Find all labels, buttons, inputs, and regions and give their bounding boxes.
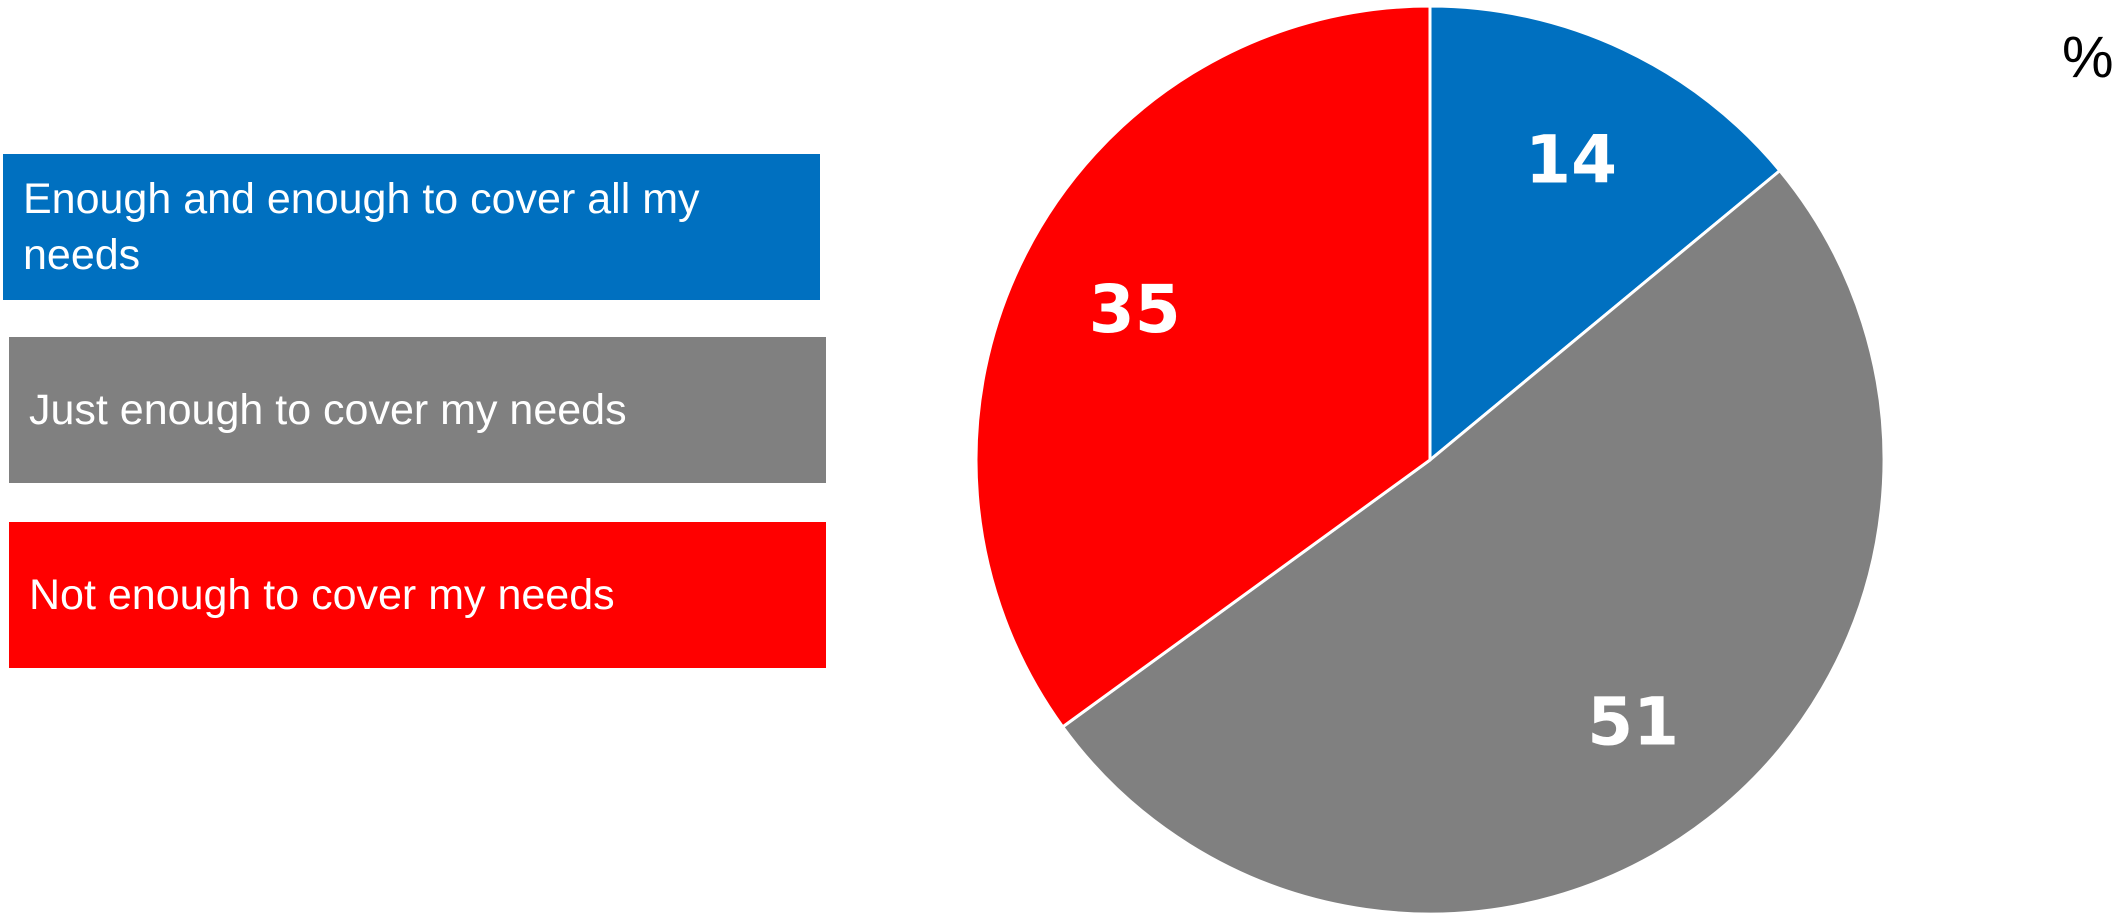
- pie-slice-not-enough: [974, 4, 1432, 729]
- pie-slice-enough: [1428, 4, 1782, 464]
- data-label-enough: 14: [1525, 122, 1617, 199]
- pie-slice-just-enough: [1060, 168, 1886, 914]
- data-label-just-enough: 51: [1587, 683, 1679, 760]
- legend-item-just-enough: Just enough to cover my needs: [9, 337, 826, 483]
- legend-item-enough: Enough and enough to cover all my needs: [3, 154, 820, 300]
- data-label-not-enough: 35: [1089, 271, 1181, 348]
- legend-label-just-enough: Just enough to cover my needs: [29, 386, 627, 434]
- legend-label-enough: Enough and enough to cover all my needs: [23, 175, 700, 279]
- legend-label-not-enough: Not enough to cover my needs: [29, 571, 615, 619]
- legend-item-not-enough: Not enough to cover my needs: [9, 522, 826, 668]
- unit-label: %: [2062, 25, 2112, 90]
